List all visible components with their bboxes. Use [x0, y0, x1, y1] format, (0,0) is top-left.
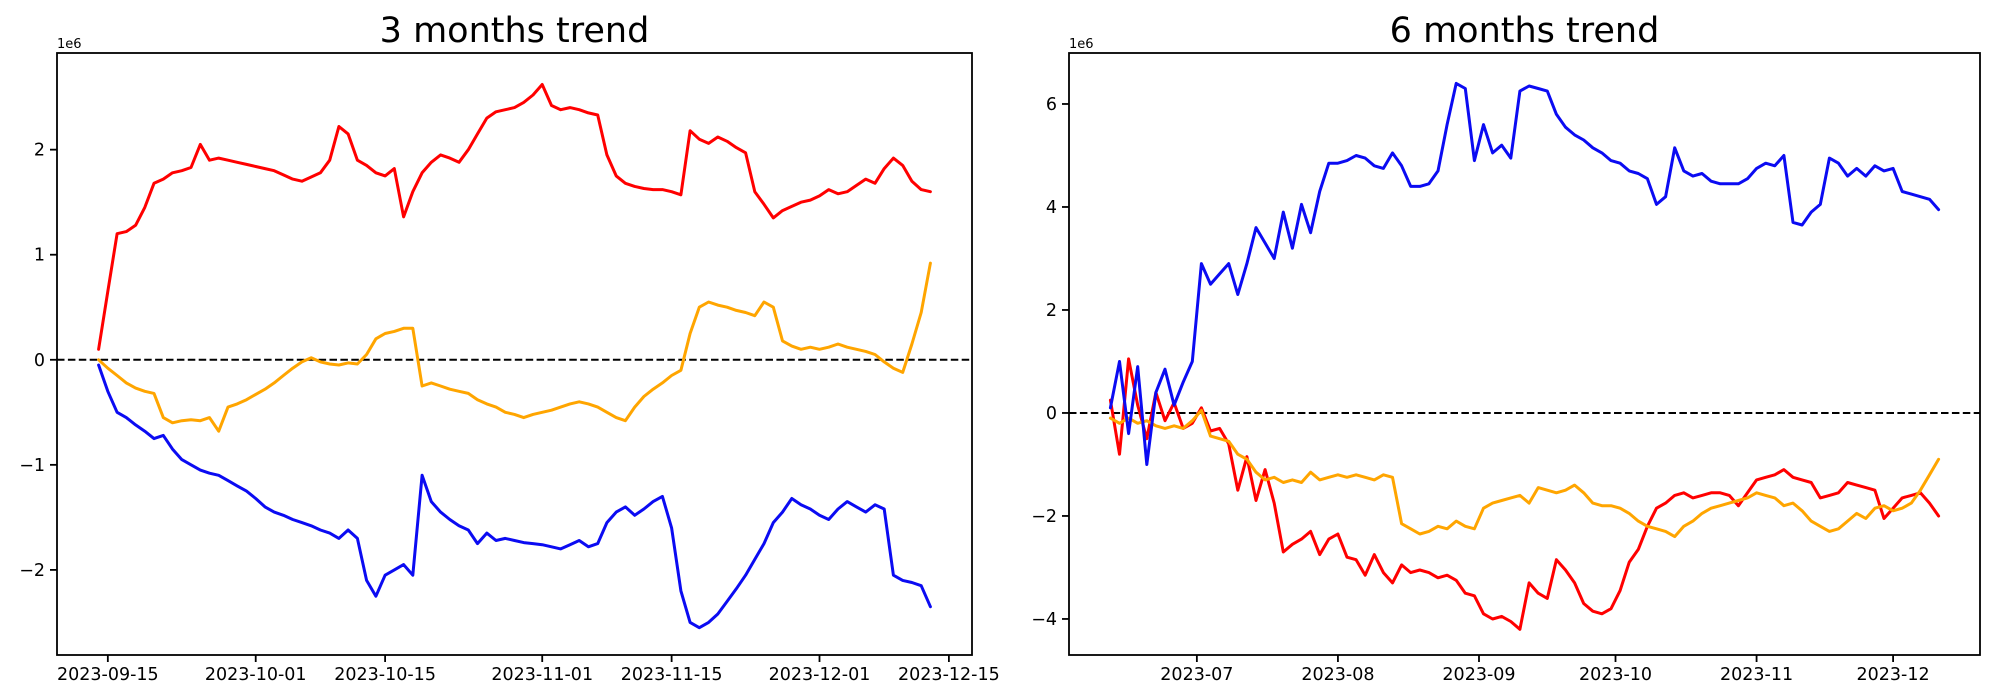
y-tick-label: 4	[1046, 198, 1057, 218]
chart-6-months-trend: 2023-07 2023-08 2023-09 2023-10 2023-11 2023-…	[1031, 11, 1981, 685]
series-red-line	[97, 83, 932, 351]
y-tick-label: 2	[1046, 301, 1057, 321]
x-tick-label: 2023-12	[1857, 665, 1930, 685]
x-tick-label: 2023-08	[1301, 665, 1374, 685]
y-tick-label: −2	[19, 561, 45, 581]
x-tick-label: 2023-12-15	[898, 665, 1000, 685]
series-orange-line	[1108, 408, 1941, 539]
y-tick-label: 0	[34, 351, 45, 371]
y-axis-offset-label: 1e6	[1069, 37, 1094, 52]
axes-box	[56, 52, 973, 656]
chart-title: 6 months trend	[1390, 11, 1660, 51]
x-tick-label: 2023-07	[1160, 665, 1233, 685]
x-tick-label: 2023-10-01	[205, 665, 307, 685]
x-tick-label: 2023-09-15	[57, 665, 159, 685]
x-tick-label: 2023-09	[1442, 665, 1515, 685]
axes-box	[1068, 52, 1981, 656]
chart-3-months-trend: 2023-09-15 2023-10-01 2023-10-15 2023-11-01…	[19, 11, 1000, 685]
y-tick-label: 1	[34, 246, 45, 266]
y-tick-label: 6	[1046, 95, 1057, 115]
series-blue-line	[1108, 81, 1941, 466]
x-tick-label: 2023-11-01	[491, 665, 593, 685]
x-tick-label: 2023-12-01	[769, 665, 871, 685]
x-tick-label: 2023-11	[1720, 665, 1793, 685]
x-tick-label: 2023-10-15	[334, 665, 436, 685]
chart-title: 3 months trend	[380, 11, 650, 51]
y-tick-label: −4	[1031, 610, 1057, 630]
x-tick-label: 2023-11-15	[621, 665, 723, 685]
y-tick-label: 2	[34, 141, 45, 161]
x-tick-label: 2023-10	[1579, 665, 1652, 685]
y-tick-label: −1	[19, 456, 45, 476]
series-blue-line	[97, 363, 932, 630]
y-axis-offset-label: 1e6	[57, 37, 82, 52]
y-tick-label: −2	[1031, 507, 1057, 527]
series-orange-line	[97, 261, 932, 433]
series-red-line	[1108, 357, 1941, 631]
y-tick-label: 0	[1046, 404, 1057, 424]
